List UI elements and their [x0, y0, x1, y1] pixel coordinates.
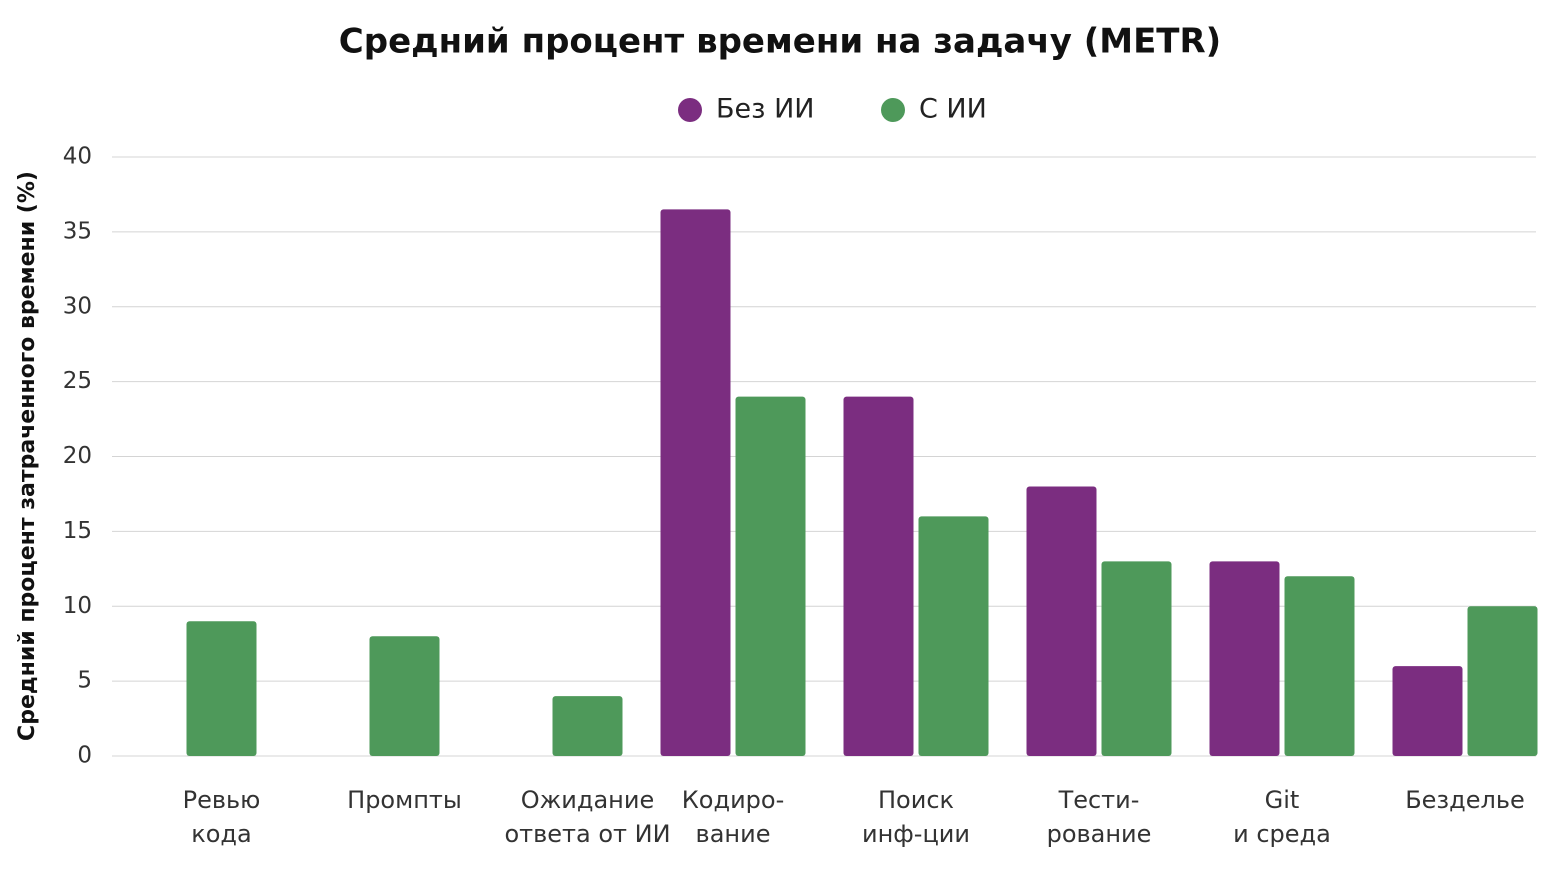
bar [369, 636, 440, 756]
x-tick-label: Git [1265, 786, 1300, 814]
legend-label: С ИИ [919, 94, 987, 125]
bar [552, 696, 623, 756]
y-tick-label: 20 [63, 443, 92, 469]
x-tick-label: Поиск [878, 786, 954, 814]
bar [735, 396, 806, 756]
x-tick-label: рование [1047, 820, 1152, 848]
y-tick-label: 35 [63, 218, 92, 244]
bar [660, 209, 731, 757]
bar [918, 516, 989, 756]
x-tick-label: и среда [1233, 820, 1331, 848]
x-tick-label: Кодиро- [682, 786, 785, 814]
x-tick-label: ответа от ИИ [504, 820, 670, 848]
y-axis-title: Средний процент затраченного времени (%) [15, 171, 40, 741]
y-tick-label: 5 [77, 668, 92, 694]
x-tick-label: Безделье [1405, 786, 1525, 814]
y-tick-label: 10 [63, 593, 92, 619]
y-tick-label: 25 [63, 368, 92, 394]
x-tick-label: Промпты [347, 786, 462, 814]
legend-label: Без ИИ [716, 94, 814, 125]
bar [1392, 666, 1463, 756]
bar [1209, 561, 1280, 756]
x-tick-label: кода [191, 820, 251, 848]
x-tick-label: вание [696, 820, 771, 848]
bar [1026, 486, 1097, 756]
x-tick-label: Тести- [1058, 786, 1140, 814]
y-tick-label: 15 [63, 518, 92, 544]
chart-title: Средний процент времени на задачу (METR) [339, 22, 1221, 62]
x-tick-label: инф-ции [862, 820, 970, 848]
y-tick-label: 40 [63, 144, 92, 170]
y-tick-label: 0 [77, 743, 92, 769]
y-tick-label: 30 [63, 293, 92, 319]
bar [1467, 606, 1538, 756]
bar [186, 621, 257, 756]
legend-marker [881, 98, 905, 122]
bar [843, 396, 914, 756]
bar [1284, 576, 1355, 756]
x-tick-label: Ревью [183, 786, 261, 814]
bar [1101, 561, 1172, 756]
x-tick-label: Ожидание [521, 786, 654, 814]
legend-marker [678, 98, 702, 122]
